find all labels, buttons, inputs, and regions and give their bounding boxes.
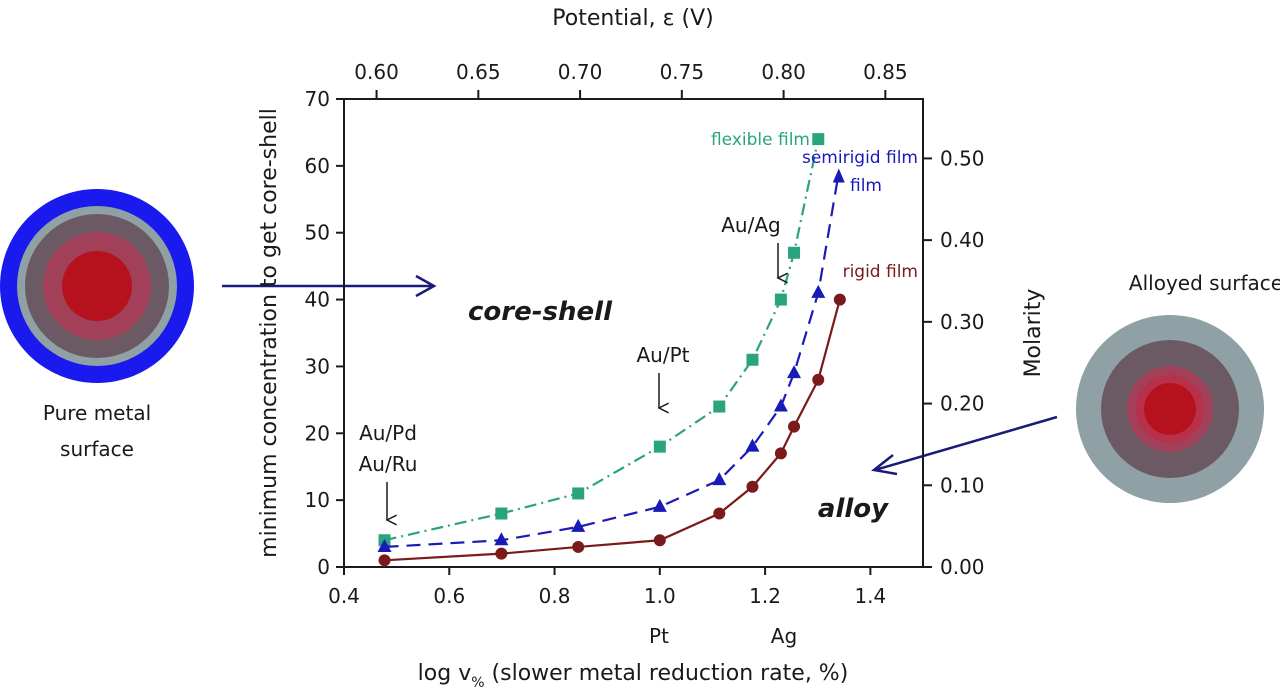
x2-tick-label: 0.80 bbox=[761, 60, 806, 84]
xlabel-sub: % bbox=[471, 675, 484, 691]
x-tick-label: 0.6 bbox=[433, 584, 465, 608]
x2-tick-label: 0.60 bbox=[354, 60, 399, 84]
data-point-square bbox=[572, 487, 585, 500]
left-caption-line2: surface bbox=[60, 437, 134, 461]
data-point-circle bbox=[812, 373, 825, 386]
data-point-triangle bbox=[773, 398, 788, 412]
series-rigid-film bbox=[378, 293, 846, 567]
series-line bbox=[384, 138, 820, 542]
series-semirigid-film bbox=[377, 168, 845, 552]
y2-tick-label: 0.10 bbox=[940, 473, 985, 497]
x-tick-label: 0.4 bbox=[328, 584, 360, 608]
series-line bbox=[384, 299, 841, 562]
data-point-triangle bbox=[377, 538, 392, 552]
x2-tick-label: 0.85 bbox=[863, 60, 908, 84]
axes: 0.4 0.6 0.8 1.0 1.2 1.4 0 10 20 30 40 50 60 70 0.60 0.6… bbox=[305, 60, 985, 608]
top-axis-title: Potential, ε (V) bbox=[552, 6, 713, 31]
data-point-square bbox=[746, 353, 759, 366]
data-point-square bbox=[713, 400, 726, 413]
data-point-triangle bbox=[712, 472, 727, 486]
data-point-square bbox=[653, 440, 666, 453]
data-point-square bbox=[812, 133, 825, 146]
plot-frame bbox=[343, 98, 924, 568]
left-arrow bbox=[222, 274, 437, 298]
y2-tick-label: 0.00 bbox=[940, 555, 985, 579]
right-caption: Alloyed surface bbox=[1129, 271, 1280, 295]
y-tick-label: 30 bbox=[305, 354, 330, 378]
data-point-circle bbox=[833, 293, 846, 306]
left-axis-title: minimum concentration to get core-shell bbox=[257, 108, 282, 558]
x-tick-label: 1.4 bbox=[854, 584, 886, 608]
data-point-square bbox=[495, 507, 508, 520]
series-layer bbox=[377, 133, 846, 567]
x-sublabel-ag: Ag bbox=[771, 624, 797, 648]
data-point-triangle bbox=[787, 365, 802, 379]
y2-tick-label: 0.40 bbox=[940, 228, 985, 252]
series-label-semirigid: semirigid film bbox=[802, 148, 918, 168]
region-core-shell: core-shell bbox=[468, 297, 613, 327]
left-caption-line1: Pure metal bbox=[43, 401, 151, 425]
alloyed-surface-diagram bbox=[1076, 315, 1264, 503]
pure-metal-surface-diagram bbox=[0, 189, 194, 383]
series-arrowhead bbox=[832, 168, 845, 183]
x-tick-label: 0.8 bbox=[539, 584, 571, 608]
y-tick-label: 70 bbox=[305, 87, 330, 111]
data-point-triangle bbox=[652, 498, 667, 512]
xlabel-main: log v bbox=[418, 661, 472, 686]
x-tick-label: 1.0 bbox=[644, 584, 676, 608]
y2-tick-label: 0.20 bbox=[940, 392, 985, 416]
y-tick-label: 0 bbox=[317, 555, 330, 579]
annotation-au-ag: Au/Ag bbox=[721, 213, 780, 237]
data-point-circle bbox=[788, 420, 801, 433]
data-point-circle bbox=[746, 480, 759, 493]
annotation-au-pd: Au/Pd bbox=[359, 421, 417, 445]
series-label-rigid: rigid film bbox=[843, 262, 918, 282]
core bbox=[1144, 383, 1196, 435]
x-sublabel-pt: Pt bbox=[649, 624, 669, 648]
right-axis-title: Molarity bbox=[1021, 289, 1046, 378]
data-point-triangle bbox=[811, 284, 826, 298]
data-point-square bbox=[788, 246, 801, 259]
series-line bbox=[384, 172, 840, 549]
series-flexible-film bbox=[378, 133, 825, 547]
data-point-triangle bbox=[571, 518, 586, 532]
bottom-axis-title: log v% (slower metal reduction rate, %) bbox=[418, 661, 849, 691]
data-point-circle bbox=[653, 534, 666, 547]
x2-tick-label: 0.65 bbox=[456, 60, 501, 84]
y2-tick-label: 0.30 bbox=[940, 310, 985, 334]
data-point-circle bbox=[572, 540, 585, 553]
region-alloy: alloy bbox=[818, 494, 889, 524]
right-arrow bbox=[871, 415, 1058, 476]
series-label-flexible: flexible film bbox=[711, 130, 810, 150]
data-point-circle bbox=[495, 547, 508, 560]
data-point-square bbox=[774, 293, 787, 306]
y2-tick-label: 0.50 bbox=[940, 146, 985, 170]
data-point-circle bbox=[378, 554, 391, 567]
xlabel-rest: (slower metal reduction rate, %) bbox=[485, 661, 849, 686]
y-tick-label: 60 bbox=[305, 154, 330, 178]
annotation-au-ru: Au/Ru bbox=[359, 452, 418, 476]
x-tick-label: 1.2 bbox=[749, 584, 781, 608]
y-tick-label: 20 bbox=[305, 421, 330, 445]
x2-tick-label: 0.70 bbox=[558, 60, 603, 84]
annotation-au-pt: Au/Pt bbox=[637, 343, 690, 367]
core bbox=[62, 251, 132, 321]
x2-tick-label: 0.75 bbox=[660, 60, 705, 84]
data-point-triangle bbox=[494, 532, 509, 546]
data-point-triangle bbox=[745, 438, 760, 452]
data-point-circle bbox=[774, 447, 787, 460]
y-tick-label: 40 bbox=[305, 288, 330, 312]
y-tick-label: 10 bbox=[305, 488, 330, 512]
y-tick-label: 50 bbox=[305, 221, 330, 245]
series-label-semirigid-line2: film bbox=[850, 176, 882, 196]
data-point-circle bbox=[713, 507, 726, 520]
